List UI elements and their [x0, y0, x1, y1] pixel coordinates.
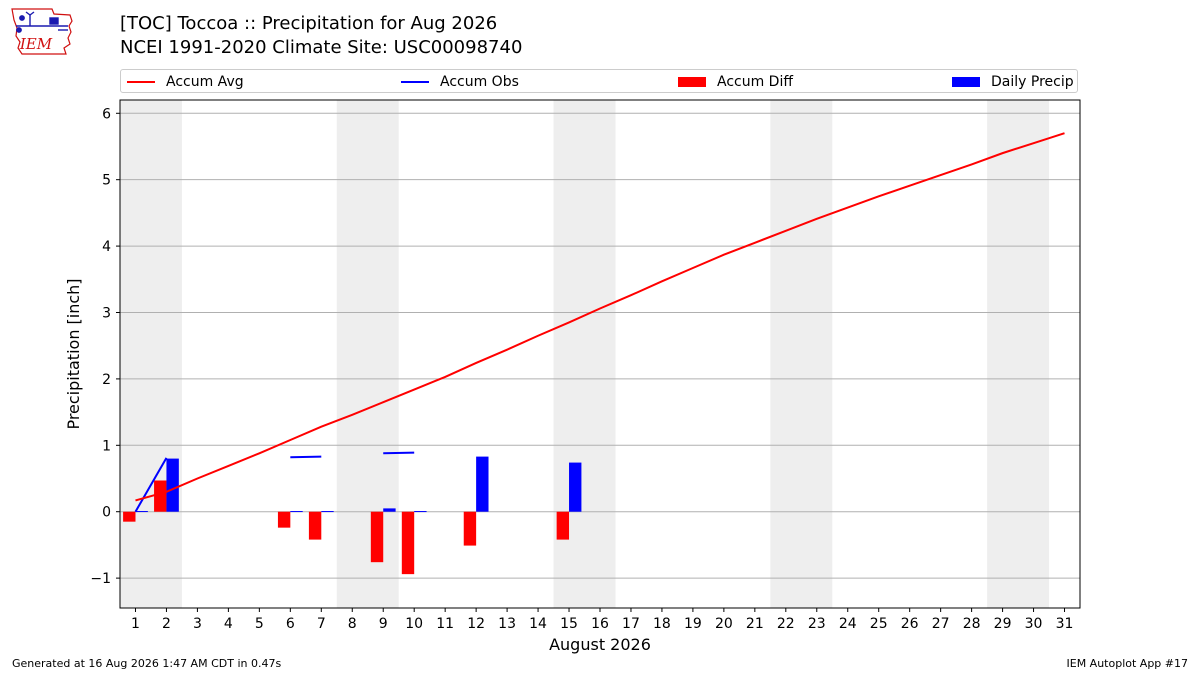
accum-diff-bar [123, 511, 136, 522]
legend-swatch-accum-diff [678, 77, 706, 87]
x-tick-label: 27 [932, 616, 950, 632]
legend-item-accum-avg: Accum Avg [127, 70, 244, 94]
x-tick-label: 16 [591, 616, 609, 632]
legend-item-accum-obs: Accum Obs [401, 70, 519, 94]
weekend-shade [120, 100, 182, 608]
legend-item-daily-precip: Daily Precip [952, 70, 1074, 94]
x-tick-label: 8 [348, 616, 357, 632]
x-tick-label: 21 [746, 616, 764, 632]
daily-precip-bar [569, 462, 582, 512]
x-tick-label: 2 [162, 616, 171, 632]
y-tick-label: 6 [102, 106, 111, 122]
accum-diff-bar [154, 480, 167, 512]
weekend-shade [336, 100, 399, 608]
daily-precip-bar [166, 458, 179, 512]
accum-diff-bar [463, 511, 477, 546]
y-tick-label: 3 [102, 305, 111, 321]
legend-swatch-daily-precip [952, 77, 980, 87]
y-tick-label: −1 [90, 571, 111, 587]
x-tick-label: 15 [560, 616, 578, 632]
x-tick-label: 7 [317, 616, 326, 632]
x-tick-label: 30 [1025, 616, 1043, 632]
x-tick-label: 26 [901, 616, 919, 632]
legend-swatch-accum-avg [127, 81, 155, 83]
x-tick-label: 25 [870, 616, 888, 632]
x-tick-label: 29 [994, 616, 1012, 632]
x-tick-label: 20 [715, 616, 733, 632]
x-tick-label: 6 [286, 616, 295, 632]
y-tick-label: 1 [102, 438, 111, 454]
weekend-shade [770, 100, 833, 608]
legend-label-accum-diff: Accum Diff [717, 74, 794, 90]
daily-precip-bar [383, 508, 396, 512]
y-tick-label: 5 [102, 173, 111, 189]
x-tick-label: 31 [1056, 616, 1074, 632]
x-tick-label: 18 [653, 616, 671, 632]
x-axis-label: August 2026 [549, 635, 651, 654]
accum-diff-bar [277, 511, 291, 528]
y-tick-label: 0 [102, 505, 111, 521]
x-tick-label: 13 [498, 616, 516, 632]
x-tick-label: 22 [777, 616, 795, 632]
x-tick-label: 28 [963, 616, 981, 632]
x-tick-label: 3 [193, 616, 202, 632]
accum-diff-bar [401, 511, 415, 575]
legend-swatch-accum-obs [401, 81, 429, 83]
x-tick-label: 5 [255, 616, 264, 632]
accum-obs-line [290, 455, 322, 459]
x-tick-label: 9 [379, 616, 388, 632]
x-tick-label: 14 [529, 616, 547, 632]
legend-label-accum-avg: Accum Avg [166, 74, 244, 90]
accum-obs-line [134, 457, 168, 513]
weekend-shade [987, 100, 1050, 608]
y-tick-label: 4 [102, 239, 111, 255]
daily-precip-bar [321, 511, 334, 513]
autoplot-app-label: IEM Autoplot App #17 [1066, 657, 1189, 670]
x-tick-label: 11 [436, 616, 454, 632]
daily-precip-bar [290, 511, 303, 513]
x-tick-label: 23 [808, 616, 826, 632]
generated-timestamp: Generated at 16 Aug 2026 1:47 AM CDT in … [12, 657, 282, 670]
x-tick-label: 1 [131, 616, 140, 632]
x-tick-label: 24 [839, 616, 857, 632]
accum-diff-bar [556, 511, 570, 540]
accum-diff-bar [308, 511, 322, 540]
accum-obs-line [383, 451, 415, 455]
legend: Accum Avg Accum Obs Accum Diff Daily Pre… [120, 69, 1078, 93]
x-tick-label: 4 [224, 616, 233, 632]
accum-avg-line [135, 132, 1065, 502]
y-tick-label: 2 [102, 372, 111, 388]
x-tick-label: 17 [622, 616, 640, 632]
legend-item-accum-diff: Accum Diff [678, 70, 793, 94]
logo-text: IEM [19, 35, 53, 53]
daily-precip-bar [476, 456, 489, 512]
y-axis-label: Precipitation [inch] [64, 278, 83, 429]
iem-logo: IEM [11, 8, 73, 55]
x-tick-label: 12 [467, 616, 485, 632]
chart-title: [TOC] Toccoa :: Precipitation for Aug 20… [120, 13, 498, 34]
accum-diff-bar [370, 511, 384, 563]
daily-precip-bar [414, 511, 427, 513]
chart-subtitle: NCEI 1991-2020 Climate Site: USC00098740 [120, 37, 523, 58]
x-tick-label: 19 [684, 616, 702, 632]
x-tick-label: 10 [405, 616, 423, 632]
plot-frame [119, 99, 1081, 609]
legend-label-daily-precip: Daily Precip [991, 74, 1074, 90]
legend-label-accum-obs: Accum Obs [440, 74, 519, 90]
daily-precip-bar [135, 511, 148, 513]
